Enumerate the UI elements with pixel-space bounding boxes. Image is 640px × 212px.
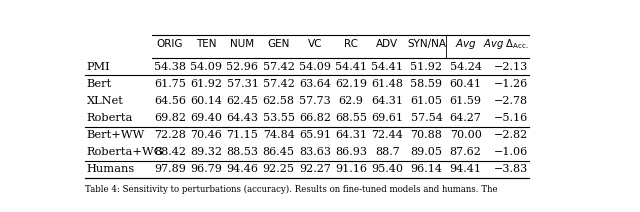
Text: 57.42: 57.42: [262, 79, 294, 89]
Text: 58.59: 58.59: [410, 79, 442, 89]
Text: 54.41: 54.41: [371, 62, 403, 72]
Text: 61.75: 61.75: [154, 79, 186, 89]
Text: 62.19: 62.19: [335, 79, 367, 89]
Text: 97.89: 97.89: [154, 165, 186, 174]
Text: 61.48: 61.48: [371, 79, 403, 89]
Text: 63.64: 63.64: [299, 79, 331, 89]
Text: 88.42: 88.42: [154, 147, 186, 157]
Text: 92.25: 92.25: [262, 165, 294, 174]
Text: Roberta: Roberta: [86, 113, 133, 123]
Text: RC: RC: [344, 39, 358, 49]
Text: 57.73: 57.73: [299, 96, 331, 106]
Text: 64.27: 64.27: [450, 113, 481, 123]
Text: 86.45: 86.45: [262, 147, 294, 157]
Text: ADV: ADV: [376, 39, 398, 49]
Text: 61.92: 61.92: [190, 79, 222, 89]
Text: 69.40: 69.40: [190, 113, 222, 123]
Text: 57.54: 57.54: [410, 113, 442, 123]
Text: 69.82: 69.82: [154, 113, 186, 123]
Text: 74.84: 74.84: [262, 130, 294, 140]
Text: 87.62: 87.62: [450, 147, 481, 157]
Text: 54.41: 54.41: [335, 62, 367, 72]
Text: 62.45: 62.45: [227, 96, 259, 106]
Text: 89.32: 89.32: [190, 147, 222, 157]
Text: 64.43: 64.43: [227, 113, 259, 123]
Text: 54.38: 54.38: [154, 62, 186, 72]
Text: 62.9: 62.9: [339, 96, 364, 106]
Text: 54.24: 54.24: [450, 62, 482, 72]
Text: 51.92: 51.92: [410, 62, 442, 72]
Text: Humans: Humans: [86, 165, 134, 174]
Text: 53.55: 53.55: [262, 113, 294, 123]
Text: 54.09: 54.09: [190, 62, 222, 72]
Text: PMI: PMI: [86, 62, 110, 72]
Text: VC: VC: [308, 39, 322, 49]
Text: Bert+WW: Bert+WW: [86, 130, 145, 140]
Text: 64.31: 64.31: [335, 130, 367, 140]
Text: 66.82: 66.82: [299, 113, 331, 123]
Text: Table 4: Sensitivity to perturbations (accuracy). Results on fine-tuned models a: Table 4: Sensitivity to perturbations (a…: [85, 185, 497, 194]
Text: 86.93: 86.93: [335, 147, 367, 157]
Text: 89.05: 89.05: [410, 147, 442, 157]
Text: −5.16: −5.16: [494, 113, 529, 123]
Text: −3.83: −3.83: [494, 165, 529, 174]
Text: Bert: Bert: [86, 79, 112, 89]
Text: 83.63: 83.63: [299, 147, 331, 157]
Text: 71.15: 71.15: [227, 130, 259, 140]
Text: 92.27: 92.27: [299, 165, 331, 174]
Text: 72.44: 72.44: [371, 130, 403, 140]
Text: $\it{Avg}\ \Delta_{\mathrm{Acc.}}$: $\it{Avg}\ \Delta_{\mathrm{Acc.}}$: [483, 37, 529, 51]
Text: −2.78: −2.78: [494, 96, 529, 106]
Text: 62.58: 62.58: [262, 96, 294, 106]
Text: 88.7: 88.7: [375, 147, 399, 157]
Text: XLNet: XLNet: [86, 96, 124, 106]
Text: 60.14: 60.14: [190, 96, 222, 106]
Text: TEN: TEN: [196, 39, 216, 49]
Text: GEN: GEN: [268, 39, 290, 49]
Text: −2.13: −2.13: [494, 62, 529, 72]
Text: 61.05: 61.05: [410, 96, 442, 106]
Text: 96.14: 96.14: [410, 165, 442, 174]
Text: NUM: NUM: [230, 39, 255, 49]
Text: 52.96: 52.96: [227, 62, 259, 72]
Text: 65.91: 65.91: [299, 130, 331, 140]
Text: 88.53: 88.53: [227, 147, 259, 157]
Text: 69.61: 69.61: [371, 113, 403, 123]
Text: 94.46: 94.46: [227, 165, 259, 174]
Text: 60.41: 60.41: [450, 79, 482, 89]
Text: 95.40: 95.40: [371, 165, 403, 174]
Text: −1.26: −1.26: [494, 79, 529, 89]
Text: 68.55: 68.55: [335, 113, 367, 123]
Text: 91.16: 91.16: [335, 165, 367, 174]
Text: 70.46: 70.46: [190, 130, 222, 140]
Text: 54.09: 54.09: [299, 62, 331, 72]
Text: 57.31: 57.31: [227, 79, 259, 89]
Text: 64.31: 64.31: [371, 96, 403, 106]
Text: ORIG: ORIG: [157, 39, 183, 49]
Text: 70.00: 70.00: [450, 130, 481, 140]
Text: Roberta+WG: Roberta+WG: [86, 147, 163, 157]
Text: SYN/NA: SYN/NA: [407, 39, 446, 49]
Text: −2.82: −2.82: [494, 130, 529, 140]
Text: 61.59: 61.59: [450, 96, 482, 106]
Text: −1.06: −1.06: [494, 147, 529, 157]
Text: 72.28: 72.28: [154, 130, 186, 140]
Text: 96.79: 96.79: [190, 165, 222, 174]
Text: 94.41: 94.41: [450, 165, 482, 174]
Text: 70.88: 70.88: [410, 130, 442, 140]
Text: 64.56: 64.56: [154, 96, 186, 106]
Text: $\it{Avg}$: $\it{Avg}$: [454, 37, 477, 51]
Text: 57.42: 57.42: [262, 62, 294, 72]
